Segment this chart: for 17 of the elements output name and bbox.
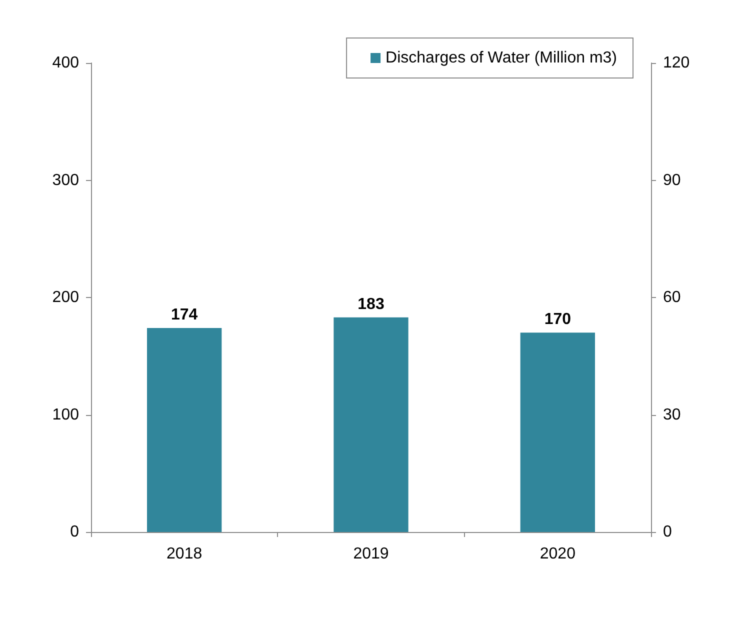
- y2-tick-label: 0: [663, 524, 672, 540]
- y2-tick-label: 90: [663, 172, 681, 189]
- y2-tick-label: 120: [663, 54, 690, 72]
- data-label: 174: [170, 306, 198, 324]
- y2-tick-label: 60: [663, 289, 681, 306]
- x-tick-label: 2020: [540, 546, 576, 562]
- y2-tick-label: 30: [663, 406, 681, 424]
- x-tick-label: 2018: [166, 546, 202, 562]
- y-tick-label: 0: [70, 524, 80, 540]
- y-tick-label: 300: [52, 172, 80, 189]
- data-label: 170: [544, 311, 572, 328]
- data-label: 183: [358, 296, 384, 313]
- x-tick-label: 2019: [353, 546, 389, 562]
- y-tick-label: 400: [52, 54, 80, 72]
- y-tick-label: 100: [52, 406, 80, 424]
- y-tick-label: 200: [52, 289, 80, 306]
- legend-label: Discharges of Water (Million m3): [386, 50, 618, 66]
